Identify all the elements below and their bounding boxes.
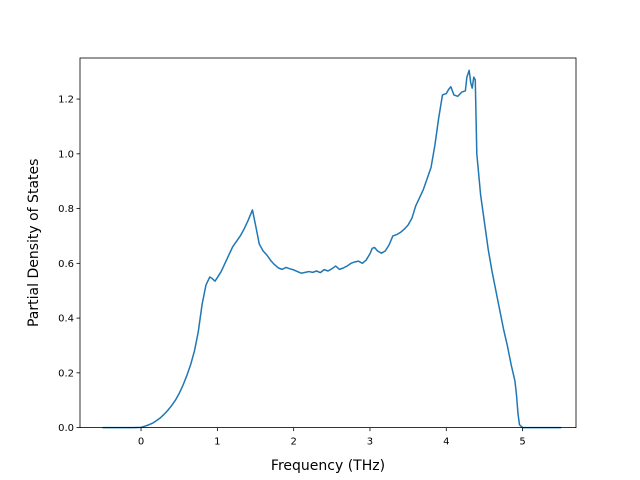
x-tick-label: 1 [214,437,220,448]
axes-frame [79,57,577,429]
x-tick-label: 3 [367,437,373,448]
series-line-0 [102,69,562,429]
y-tick-label: 0.4 [58,314,74,325]
y-tick-label: 1.0 [58,149,74,160]
x-tick-label: 0 [138,437,144,448]
x-tick-label: 2 [290,437,296,448]
y-tick-label: 1.2 [58,95,74,106]
y-axis: 0.0 0.2 0.4 0.6 0.8 1.0 1.2 [58,95,80,434]
y-tick-label: 0.6 [58,259,74,270]
x-axis-label: Frequency (THz) [271,458,385,474]
y-axis-label: Partial Density of States [26,159,42,327]
y-tick-label: 0.8 [58,204,74,215]
plot-area [102,69,562,429]
x-axis: 0 1 2 3 4 5 [138,427,526,448]
y-tick-label: 0.2 [58,368,74,379]
x-tick-label: 5 [519,437,525,448]
y-tick-label: 0.0 [58,423,74,434]
x-tick-label: 4 [443,437,449,448]
